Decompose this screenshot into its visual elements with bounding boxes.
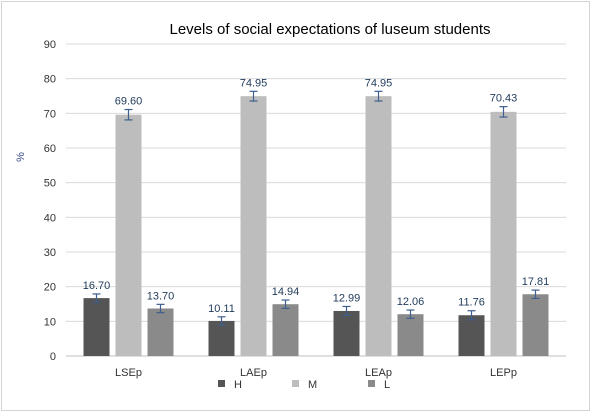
- data-label: 74.95: [240, 77, 268, 89]
- y-tick-label: 0: [50, 351, 56, 363]
- data-label: 10.11: [208, 303, 235, 315]
- legend-swatch-M: [292, 380, 299, 387]
- legend-label-H: H: [234, 379, 242, 391]
- category-label: LEAp: [365, 367, 392, 379]
- legend-label-L: L: [384, 379, 390, 391]
- bar-L-LAEp: [272, 304, 299, 356]
- category-label: LEPp: [490, 367, 517, 379]
- legend-label-M: M: [308, 379, 317, 391]
- bar-M-LEPp: [490, 111, 517, 356]
- legend-swatch-H: [218, 380, 225, 387]
- bar-H-LSEp: [83, 298, 110, 356]
- y-tick-label: 10: [44, 316, 56, 328]
- error-bars: [92, 90, 540, 326]
- bars: [83, 96, 549, 356]
- bar-M-LAEp: [240, 96, 267, 356]
- data-label: 12.06: [397, 296, 425, 308]
- data-label: 14.94: [272, 286, 300, 298]
- bar-H-LEAp: [333, 310, 360, 356]
- data-label: 74.95: [365, 77, 393, 89]
- category-label: LAEp: [240, 367, 267, 379]
- bar-M-LSEp: [115, 114, 142, 356]
- data-label: 11.76: [458, 297, 485, 309]
- y-tick-label: 80: [44, 74, 56, 86]
- category-label: LSEp: [115, 367, 142, 379]
- y-tick-label: 90: [44, 39, 56, 51]
- bar-H-LEPp: [458, 315, 485, 356]
- data-label: 17.81: [522, 276, 550, 288]
- y-axis-label: %: [15, 152, 27, 162]
- bar-H-LAEp: [208, 320, 235, 356]
- y-tick-label: 30: [44, 247, 56, 259]
- bar-L-LEPp: [522, 294, 549, 356]
- chart-title: Levels of social expectations of luseum …: [169, 21, 490, 38]
- data-label: 70.43: [490, 93, 518, 105]
- category-labels: LSEp LAEp LEAp LEPp: [115, 367, 517, 379]
- data-label: 12.99: [333, 292, 361, 304]
- data-label: 13.70: [147, 290, 175, 302]
- bar-L-LEAp: [397, 314, 424, 356]
- bar-L-LSEp: [147, 308, 174, 356]
- y-tick-label: 60: [44, 143, 56, 155]
- data-label: 69.60: [115, 96, 143, 108]
- data-label: 16.70: [83, 280, 111, 292]
- y-tick-labels: 0 10 20 30 40 50 60 70 80 90: [44, 39, 56, 363]
- y-tick-label: 50: [44, 178, 56, 190]
- legend-swatch-L: [368, 380, 375, 387]
- data-labels: 16.70 69.60 13.70 10.11 74.95 14.94 12.99 74.95…: [83, 77, 550, 314]
- y-tick-label: 70: [44, 108, 56, 120]
- bar-M-LEAp: [365, 96, 392, 356]
- y-tick-label: 40: [44, 212, 56, 224]
- y-tick-label: 20: [44, 282, 56, 294]
